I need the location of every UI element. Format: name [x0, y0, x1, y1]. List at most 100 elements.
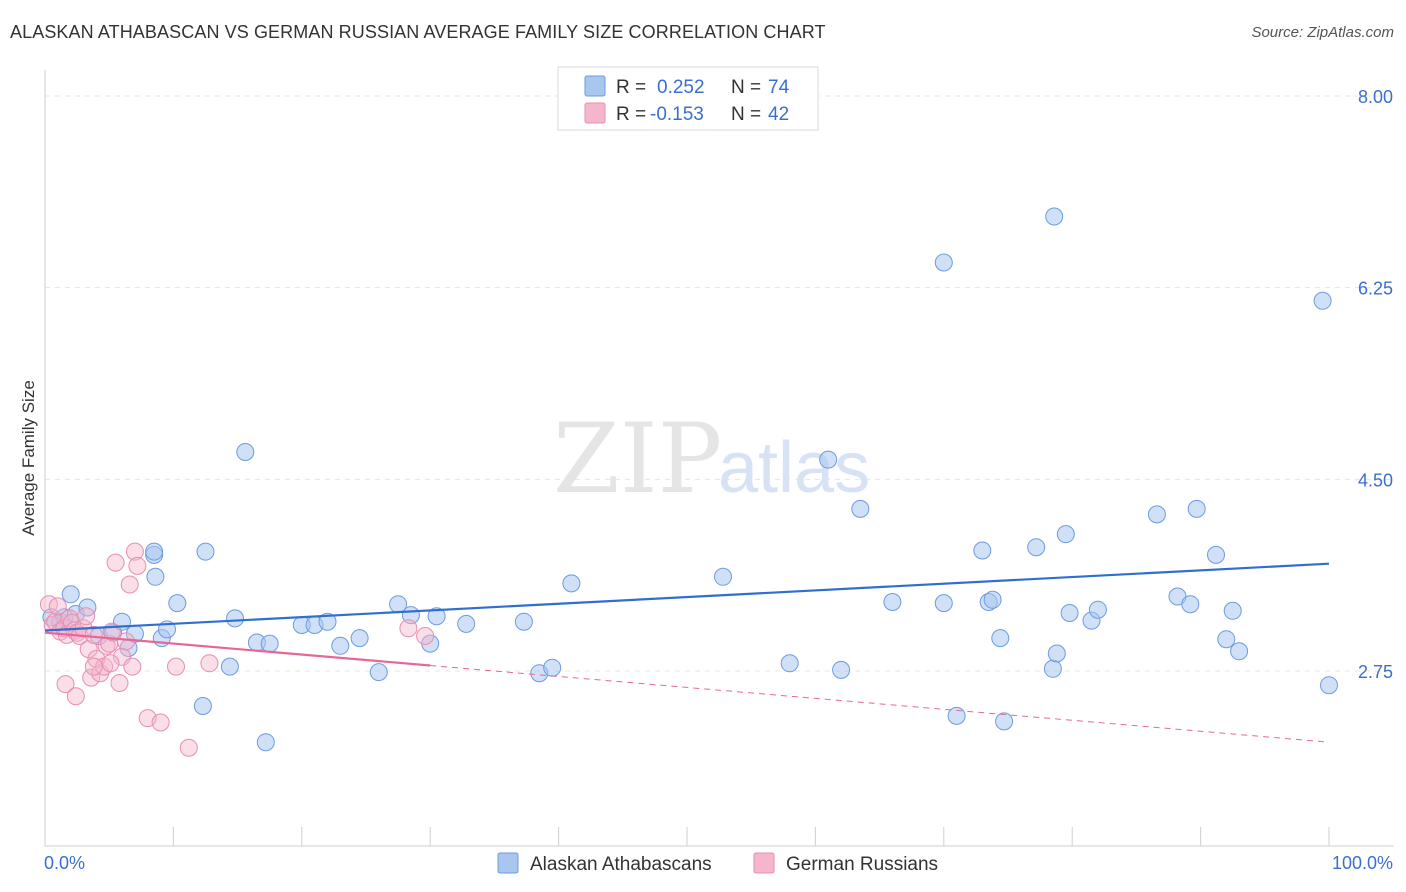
german-russian-point-27: [120, 575, 139, 594]
athabascan-point-67: [1223, 601, 1242, 620]
athabascan-point-68: [1230, 642, 1249, 661]
legend-r-label-1: R =: [616, 77, 646, 98]
athabascan-point-69: [1313, 291, 1332, 310]
legend-swatch-blue: [584, 75, 606, 97]
y-tick-label-3: 8.00: [1358, 87, 1393, 107]
german-russian-point-37: [416, 627, 435, 645]
german-russian-point-36: [399, 619, 418, 638]
watermark-atlas: atlas: [718, 428, 870, 508]
athabascan-point-60: [1088, 600, 1107, 619]
athabascan-point-34: [427, 607, 446, 626]
athabascan-point-54: [1027, 538, 1046, 557]
german-russian-point-33: [167, 657, 185, 676]
german-russian-point-41: [101, 654, 120, 673]
athabascan-point-36: [514, 612, 533, 631]
athabascan-point-63: [1181, 595, 1200, 614]
athabascan-point-53: [995, 712, 1014, 731]
german-russian-point-34: [179, 738, 198, 757]
athabascan-point-64: [1187, 499, 1206, 518]
athabascan-point-70: [1320, 676, 1338, 695]
german-russian-point-14: [79, 640, 98, 659]
athabascan-point-3: [61, 585, 80, 604]
y-tick-label-0: 2.75: [1358, 662, 1393, 682]
german-russian-point-15: [82, 668, 101, 687]
athabascan-point-66: [1217, 630, 1236, 649]
legend-bottom-label-2: German Russians: [786, 854, 938, 875]
x-axis-ticks: [44, 827, 1330, 846]
x-tick-label-min: 0.0%: [44, 853, 85, 873]
german-russian-point-40: [84, 657, 103, 676]
athabascan-point-17: [193, 697, 212, 715]
athabascan-point-41: [780, 654, 799, 673]
athabascan-point-40: [714, 567, 732, 586]
athabascan-point-29: [350, 629, 369, 648]
athabascan-point-55: [1043, 659, 1062, 678]
athabascan-point-43: [832, 660, 851, 679]
legend-n-label-2: N =: [731, 104, 761, 125]
athabascan-point-58: [1060, 604, 1079, 622]
athabascan-point-12: [145, 542, 164, 561]
athabascan-point-28: [331, 636, 350, 655]
trend-line-athabascan: [44, 562, 1330, 632]
athabascan-point-24: [260, 634, 279, 653]
watermark-zip: ZIP: [553, 403, 722, 515]
legend-bottom-label-1: Alaskan Athabascans: [530, 854, 712, 875]
y-tick-label-2: 6.25: [1358, 279, 1393, 299]
athabascan-point-61: [1147, 505, 1166, 524]
athabascan-point-49: [973, 541, 992, 560]
athabascan-point-39: [562, 574, 581, 593]
y-tick-label-1: 4.50: [1358, 470, 1393, 490]
athabascan-point-35: [457, 614, 476, 633]
trend-lines: [44, 562, 1330, 743]
athabascan-point-19: [220, 657, 239, 676]
athabascan-point-56: [1047, 644, 1066, 663]
athabascan-point-27: [318, 612, 337, 631]
legend-n-value-1: 74: [768, 77, 790, 98]
legend-bottom-swatch-blue: [497, 852, 519, 874]
german-russian-point-13: [77, 607, 96, 626]
athabascan-point-18: [196, 542, 215, 561]
athabascan-point-21: [236, 443, 255, 461]
athabascan-point-30: [369, 663, 388, 682]
y-axis-tick-labels: 2.75 4.50 6.25 8.00: [1358, 87, 1393, 682]
legend-r-value-1: 0.252: [657, 77, 705, 98]
legend-bottom-swatch-pink: [753, 852, 775, 874]
athabascan-point-48: [947, 706, 966, 725]
athabascan-point-46: [934, 253, 953, 272]
grid-lines: [45, 95, 1394, 672]
athabascan-point-16: [168, 594, 187, 613]
athabascan-point-51: [983, 590, 1002, 609]
athabascan-point-42: [819, 450, 838, 469]
legend-swatch-pink: [584, 102, 606, 124]
y-axis-title: Average Family Size: [19, 380, 38, 536]
german-russian-point-26: [116, 632, 135, 651]
athabascan-point-13: [146, 567, 165, 586]
athabascan-point-20: [226, 609, 244, 628]
athabascan-point-65: [1207, 545, 1225, 564]
athabascan-point-71: [1045, 207, 1064, 226]
athabascan-point-52: [991, 629, 1010, 648]
trend-line-german-russian-solid: [44, 631, 431, 667]
legend-n-label-1: N =: [731, 77, 761, 98]
german-russian-point-16: [84, 625, 103, 644]
german-russian-point-24: [110, 674, 129, 692]
legend-r-value-2: -0.153: [650, 104, 704, 125]
athabascan-point-45: [883, 593, 902, 611]
german-russian-point-30: [128, 556, 147, 575]
german-russian-point-39: [66, 687, 85, 706]
legend-series: Alaskan Athabascans German Russians: [497, 852, 938, 875]
trend-line-german-russian-dashed: [430, 665, 1330, 743]
athabascan-point-23: [256, 733, 275, 752]
legend-n-value-2: 42: [768, 104, 789, 125]
athabascan-point-44: [851, 499, 870, 518]
german-russian-point-29: [125, 542, 144, 561]
german-russian-point-3: [48, 597, 67, 616]
german-russian-point-0: [39, 595, 58, 614]
german-russian-point-28: [123, 657, 142, 676]
german-russian-point-38: [56, 675, 75, 694]
athabascan-point-38: [543, 658, 562, 677]
chart-title: ALASKAN ATHABASCAN VS GERMAN RUSSIAN AVE…: [10, 22, 826, 42]
legend-stats: R = 0.252 N = 74 R = -0.153 N = 42: [557, 66, 819, 131]
german-russian-point-35: [200, 654, 219, 673]
